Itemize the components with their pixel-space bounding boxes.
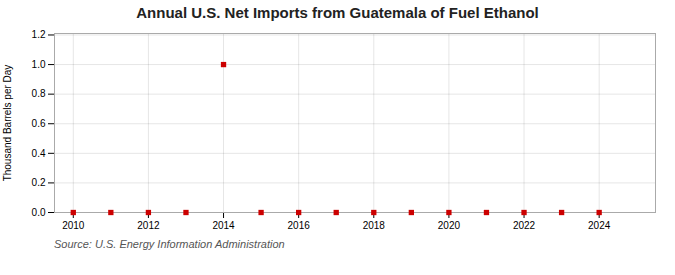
- svg-text:0.0: 0.0: [32, 207, 46, 218]
- svg-text:2024: 2024: [588, 220, 611, 231]
- svg-text:1.2: 1.2: [32, 29, 46, 40]
- svg-text:0.6: 0.6: [32, 118, 46, 129]
- svg-text:Thousand Barrels per Day: Thousand Barrels per Day: [2, 65, 13, 182]
- svg-text:2014: 2014: [212, 220, 235, 231]
- svg-text:0.8: 0.8: [32, 88, 46, 99]
- svg-text:2012: 2012: [137, 220, 160, 231]
- svg-text:2016: 2016: [288, 220, 311, 231]
- svg-text:0.4: 0.4: [32, 148, 46, 159]
- svg-text:0.2: 0.2: [32, 177, 46, 188]
- svg-text:2022: 2022: [513, 220, 536, 231]
- html-text:Annual U.S. Net Imports from G: Annual U.S. Net Imports from Guatemala o…: [136, 4, 539, 21]
- svg-text:2020: 2020: [438, 220, 461, 231]
- svg-text:2018: 2018: [363, 220, 386, 231]
- html-text:Source: U.S. Energy Informatio: Source: U.S. Energy Information Administ…: [54, 238, 285, 250]
- svg-text:1.0: 1.0: [32, 59, 46, 70]
- svg-text:2010: 2010: [62, 220, 85, 231]
